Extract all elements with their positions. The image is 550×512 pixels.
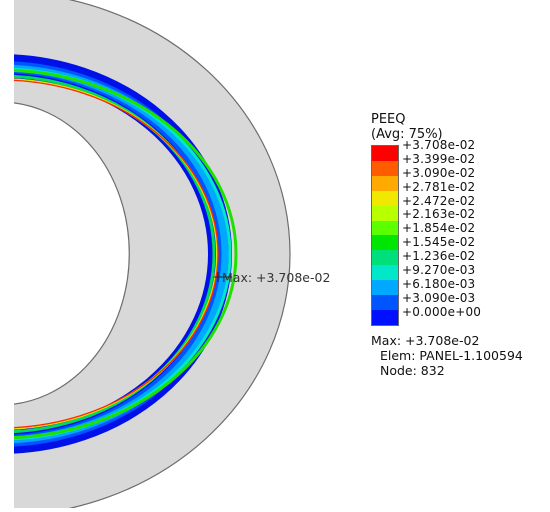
legend-tick: +0.000e+00 bbox=[402, 304, 482, 319]
contour-legend: PEEQ (Avg: 75%) +3.708e-02 +3.399e-02 +3… bbox=[371, 112, 549, 378]
contour-band-teal bbox=[14, 67, 232, 441]
legend-tick-labels: +3.708e-02 +3.399e-02 +3.090e-02 +2.781e… bbox=[402, 138, 482, 320]
part-body bbox=[14, 0, 291, 508]
legend-swatch bbox=[372, 265, 398, 281]
contour-band-inner-green bbox=[14, 74, 216, 434]
legend-scale: +3.708e-02 +3.399e-02 +3.090e-02 +2.781e… bbox=[371, 138, 549, 331]
max-info: Max: +3.708e-02 Elem: PANEL-1.100594 Nod… bbox=[371, 333, 549, 378]
legend-swatch bbox=[372, 220, 398, 236]
legend-tick: +3.708e-02 bbox=[402, 138, 476, 152]
part-mesh bbox=[14, 0, 291, 508]
max-value: Max: +3.708e-02 bbox=[371, 333, 480, 348]
contour-band-red bbox=[14, 79, 219, 429]
legend-tick: +1.545e-02 bbox=[402, 235, 476, 250]
legend-variable: PEEQ bbox=[371, 112, 406, 127]
legend-swatch bbox=[372, 175, 398, 191]
contour-band-yellow bbox=[14, 78, 218, 430]
legend-tick: +1.854e-02 bbox=[402, 221, 476, 236]
legend-tick: +3.090e-02 bbox=[402, 165, 476, 180]
legend-tick: +3.090e-03 bbox=[402, 290, 476, 305]
legend-swatch bbox=[372, 146, 398, 161]
legend-swatch bbox=[372, 295, 398, 310]
legend-swatch bbox=[372, 235, 398, 251]
legend-swatch bbox=[372, 250, 398, 266]
legend-swatch bbox=[372, 280, 398, 296]
legend-color-bar bbox=[371, 145, 399, 326]
legend-swatch bbox=[372, 190, 398, 206]
legend-averaging: (Avg: 75%) bbox=[371, 127, 443, 142]
max-marker-label: Max: +3.708e-02 bbox=[222, 270, 330, 285]
legend-tick: +3.399e-02 bbox=[402, 151, 476, 166]
max-node: Node: 832 bbox=[380, 363, 445, 378]
legend-tick: +1.236e-02 bbox=[402, 249, 476, 264]
legend-tick: +2.163e-02 bbox=[402, 207, 476, 222]
legend-tick: +2.472e-02 bbox=[402, 193, 476, 208]
legend-tick: +9.270e-03 bbox=[402, 263, 476, 278]
contour-band-cyan bbox=[14, 64, 229, 444]
contour-band-green bbox=[14, 68, 238, 440]
legend-tick: +2.781e-02 bbox=[402, 179, 476, 194]
legend-swatch bbox=[372, 160, 398, 176]
legend-swatch bbox=[372, 205, 398, 221]
legend-tick: +6.180e-03 bbox=[402, 276, 476, 291]
max-element: Elem: PANEL-1.100594 bbox=[380, 348, 523, 363]
legend-swatch bbox=[372, 309, 398, 325]
